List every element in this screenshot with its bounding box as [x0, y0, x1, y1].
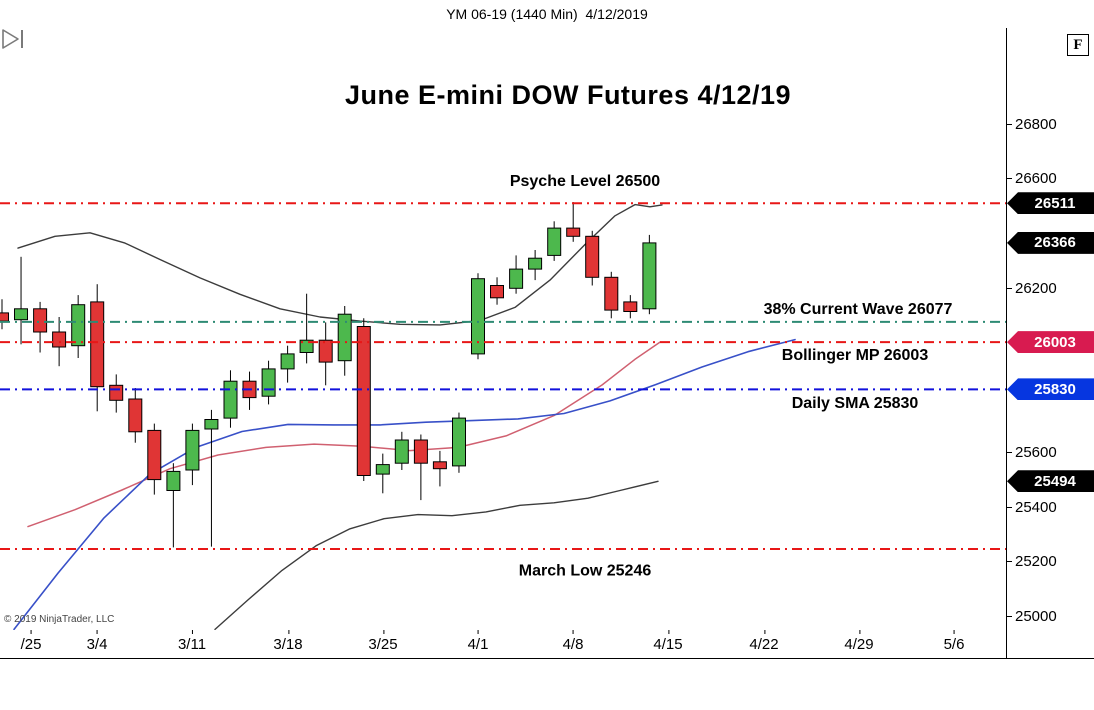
candle-body — [528, 257, 543, 270]
f-button[interactable]: F — [1067, 34, 1089, 56]
candle-body — [166, 470, 181, 491]
chart-header-title: YM 06-19 (1440 Min) 4/12/2019 — [446, 6, 648, 22]
y-axis-tick-mark — [1007, 561, 1012, 563]
candle-body — [471, 278, 485, 355]
candle-body — [147, 429, 162, 481]
candle-body — [261, 368, 276, 397]
candle-body — [185, 429, 200, 471]
x-axis-label: 4/8 — [562, 630, 584, 653]
daily-sma-line-plot — [13, 338, 796, 630]
price-tag: 25830 — [1007, 378, 1094, 401]
candle-body — [356, 326, 371, 476]
candle-body — [109, 384, 124, 401]
y-axis-tick: 25200 — [1007, 553, 1057, 571]
x-axis-label: 3/25 — [368, 630, 398, 653]
y-axis-tick-mark — [1007, 123, 1012, 125]
y-axis-tick: 25400 — [1007, 498, 1057, 516]
y-axis-tick: 26800 — [1007, 115, 1057, 133]
price-tag: 26003 — [1007, 331, 1094, 354]
candle-body — [509, 268, 524, 289]
y-axis-tick-label: 26200 — [1015, 279, 1057, 297]
price-tag: 26511 — [1007, 192, 1094, 215]
skip-to-end-icon[interactable] — [0, 28, 30, 50]
candle-body — [71, 304, 86, 347]
candle-body — [90, 301, 105, 388]
x-axis-label: 4/15 — [653, 630, 683, 653]
x-axis-label: 4/22 — [749, 630, 779, 653]
chart-annotation: 38% Current Wave 26077 — [764, 301, 953, 318]
chart-annotation: Daily SMA 25830 — [792, 395, 919, 412]
candle-body — [604, 276, 619, 311]
chart-title: June E-mini DOW Futures 4/12/19 — [344, 80, 792, 110]
chart-header: YM 06-19 (1440 Min) 4/12/2019 — [0, 0, 1094, 29]
candle-body — [623, 301, 638, 312]
copyright-notice: © 2019 NinjaTrader, LLC — [4, 614, 115, 625]
candle-body — [413, 439, 428, 464]
candle-body — [128, 398, 143, 433]
candle-body — [204, 419, 219, 430]
candle-body — [0, 312, 9, 322]
y-axis-tick: 25000 — [1007, 607, 1057, 625]
x-axis-label: 4/29 — [844, 630, 874, 653]
y-axis-tick-label: 25200 — [1015, 553, 1057, 571]
x-axis-label: 5/6 — [943, 630, 965, 653]
y-axis-tick-mark — [1007, 506, 1012, 508]
candle-body — [318, 339, 333, 363]
price-axis[interactable]: F 26800 26600 26200 25600 25400 25200 25000 265… — [1006, 28, 1094, 659]
candle-body — [432, 461, 447, 470]
x-axis-label: 3/4 — [86, 630, 108, 653]
x-axis-label: 3/11 — [177, 630, 207, 653]
chart-annotation: Bollinger MP 26003 — [782, 347, 929, 364]
chart-plot-area[interactable]: Psyche Level 26500 38% Current Wave 26077… — [0, 28, 1006, 631]
candle-body — [490, 285, 504, 299]
x-axis-label: /25 — [20, 630, 42, 653]
chart-annotation: March Low 25246 — [519, 562, 652, 579]
x-axis-label: 3/18 — [273, 630, 303, 653]
y-axis-tick-label: 25000 — [1015, 607, 1057, 625]
y-axis-tick-mark — [1007, 178, 1012, 180]
y-axis-tick-label: 26800 — [1015, 115, 1057, 133]
candle-body — [452, 417, 466, 467]
price-tag: 25494 — [1007, 470, 1094, 493]
candle-body — [585, 235, 600, 278]
y-axis-tick-label: 25400 — [1015, 498, 1057, 516]
price-tag: 26366 — [1007, 231, 1094, 254]
candle-body — [33, 308, 48, 333]
y-axis-tick-mark — [1007, 451, 1012, 453]
y-axis-tick: 26600 — [1007, 170, 1057, 188]
y-axis-tick-mark — [1007, 287, 1012, 289]
candle-body — [566, 227, 581, 237]
candle-body — [642, 242, 657, 310]
bollinger-lower-band — [214, 480, 659, 630]
y-axis-tick-label: 25600 — [1015, 443, 1057, 461]
y-axis-tick-label: 26600 — [1015, 170, 1057, 188]
candle-body — [547, 227, 562, 256]
candle-body — [394, 439, 409, 464]
candle-body — [223, 380, 238, 419]
y-axis-tick-mark — [1007, 615, 1012, 617]
candle-body — [375, 464, 390, 475]
price-chart-svg[interactable]: Psyche Level 26500 38% Current Wave 26077… — [0, 28, 1006, 630]
candle-body — [337, 313, 352, 362]
time-axis[interactable]: /25 3/4 3/11 3/18 3/25 4/1 4/8 4/15 4/22 4/29 5/6 — [0, 630, 1006, 659]
y-axis-tick: 25600 — [1007, 443, 1057, 461]
bollinger-upper-band — [17, 203, 663, 326]
x-axis-label: 4/1 — [467, 630, 489, 653]
candle-body — [280, 353, 295, 370]
y-axis-tick: 26200 — [1007, 279, 1057, 297]
candle-body — [299, 339, 314, 354]
candle-body — [52, 331, 67, 348]
chart-annotation: Psyche Level 26500 — [510, 173, 660, 190]
candle-body — [14, 308, 28, 321]
